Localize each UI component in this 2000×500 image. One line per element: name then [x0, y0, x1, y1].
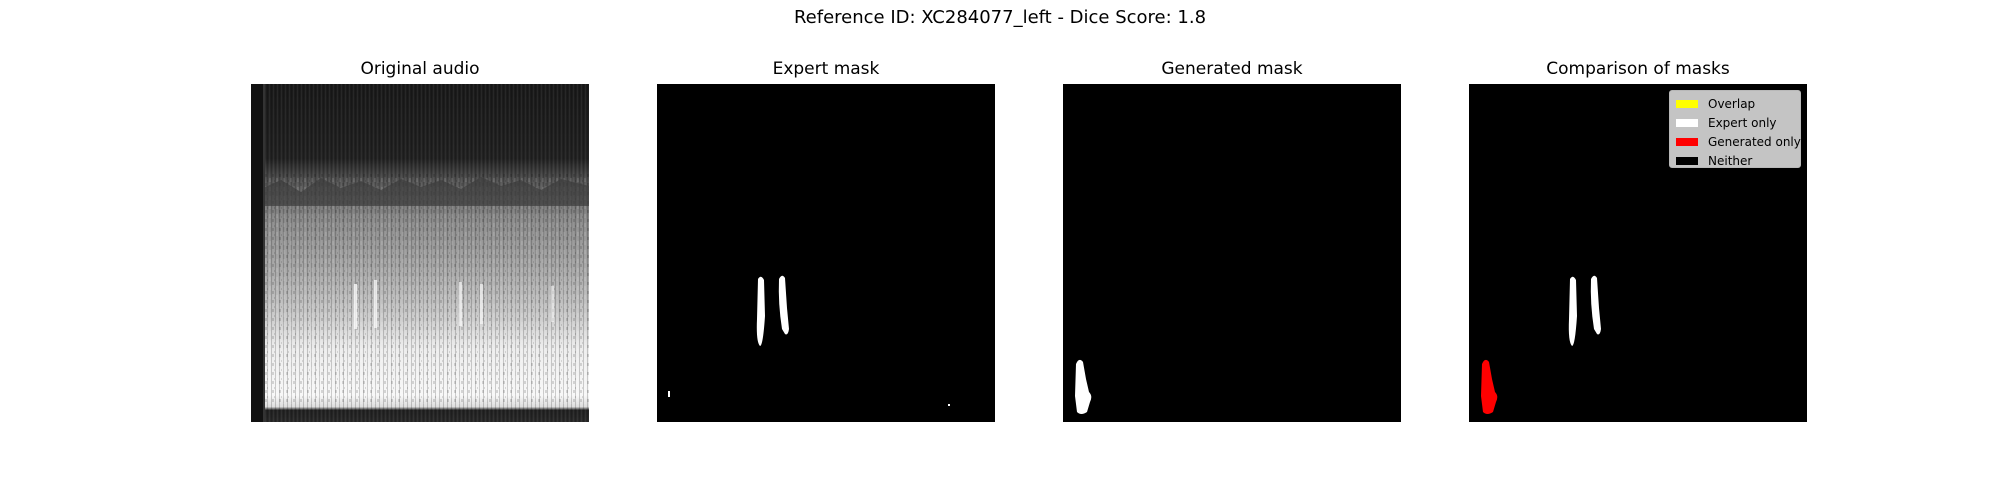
expert-mask-graphic — [668, 275, 950, 406]
expert-mask-image — [657, 84, 995, 422]
legend-label: Overlap — [1708, 96, 1756, 111]
generated-mask-region — [1075, 359, 1092, 414]
comparison-mask-graphic — [1481, 275, 1601, 414]
panel-title-original-audio: Original audio — [360, 59, 480, 79]
figure-title: Reference ID: XC284077_left - Dice Score… — [793, 7, 1207, 28]
panel-title-expert-mask: Expert mask — [772, 59, 880, 79]
panel-title-generated-mask: Generated mask — [1161, 59, 1303, 79]
legend-item-expert-only: Expert only — [1676, 113, 1794, 132]
generated-only-region — [1481, 359, 1498, 414]
legend-item-overlap: Overlap — [1676, 94, 1794, 113]
legend-item-generated-only: Generated only — [1676, 132, 1801, 151]
legend-swatch-neither — [1676, 156, 1698, 165]
legend-label: Neither — [1708, 153, 1753, 168]
expert-only-region — [1590, 275, 1601, 335]
spectrogram-graphic — [251, 84, 589, 422]
legend: Overlap Expert only Generated only Neith… — [1669, 90, 1801, 168]
generated-mask-graphic — [1075, 359, 1092, 414]
legend-item-neither: Neither — [1676, 151, 1794, 170]
expert-mask-region — [948, 404, 950, 406]
legend-swatch-overlap — [1676, 99, 1698, 108]
expert-mask-region — [778, 275, 789, 335]
expert-only-region — [1568, 276, 1577, 346]
legend-swatch-generated-only — [1676, 137, 1698, 146]
legend-label: Expert only — [1708, 115, 1777, 130]
panel-title-comparison-of-masks: Comparison of masks — [1546, 59, 1730, 79]
expert-mask-region — [668, 391, 670, 397]
legend-swatch-expert-only — [1676, 118, 1698, 127]
spectrogram-image — [251, 84, 589, 422]
generated-mask-image — [1063, 84, 1401, 422]
legend-label: Generated only — [1708, 134, 1801, 149]
expert-mask-region — [756, 276, 765, 346]
